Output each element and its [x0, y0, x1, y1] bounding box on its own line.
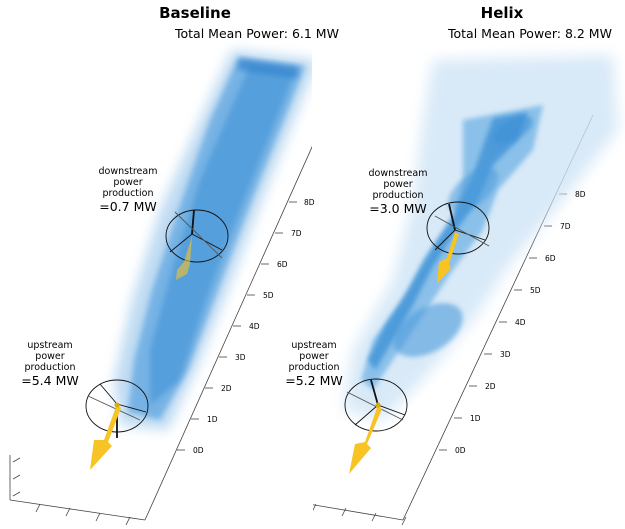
helix-tick-5d: 5D: [530, 286, 541, 295]
baseline-downstream-arrow: [176, 236, 192, 280]
baseline-upstream-value: =5.4 MW: [21, 373, 79, 388]
helix-tick-4d: 4D: [515, 318, 526, 327]
helix-downstream-rotor: [426, 201, 490, 255]
baseline-tick-8d: 8D: [304, 198, 315, 207]
helix-upstream-arrow: [349, 405, 382, 474]
baseline-axis-frame: [9, 146, 312, 521]
helix-upstream-label-text: upstream power production =5.2 MW: [285, 340, 343, 388]
helix-upstream-value: =5.2 MW: [285, 373, 343, 388]
helix-panel: Helix Total Mean Power: 8.2 MW downstrea…: [313, 0, 625, 529]
helix-tick-1d: 1D: [470, 414, 481, 423]
baseline-upstream-arrow: [90, 404, 121, 470]
helix-title: Helix: [480, 4, 524, 22]
baseline-tick-2d: 2D: [221, 384, 232, 393]
baseline-tick-5d: 5D: [263, 291, 274, 300]
baseline-downstream-label: downstream power production =0.7 MW: [98, 166, 158, 214]
baseline-downstream-rotor: [165, 209, 229, 263]
baseline-tick-1d: 1D: [207, 415, 218, 424]
baseline-wake-plume: [114, 50, 312, 430]
baseline-title: Baseline: [159, 4, 231, 22]
helix-downstream-label: downstream power production =3.0 MW: [368, 168, 428, 216]
helix-tick-7d: 7D: [560, 222, 571, 231]
helix-tick-2d: 2D: [485, 382, 496, 391]
helix-tick-3d: 3D: [500, 350, 511, 359]
helix-wake-scene: [313, 55, 618, 526]
helix-total-power: Total Mean Power: 8.2 MW: [448, 26, 612, 41]
helix-tick-0d: 0D: [455, 446, 466, 455]
baseline-axis-ticks: [12, 201, 297, 526]
helix-tick-6d: 6D: [545, 254, 556, 263]
helix-wake-plume: [343, 55, 618, 420]
baseline-tick-4d: 4D: [249, 322, 260, 331]
baseline-tick-6d: 6D: [277, 260, 288, 269]
baseline-panel: Baseline Total Mean Power: 6.1 MW downst…: [0, 0, 339, 529]
helix-tick-8d: 8D: [575, 190, 586, 199]
baseline-tick-7d: 7D: [291, 229, 302, 238]
baseline-tick-3d: 3D: [235, 353, 246, 362]
helix-upstream-rotor: [344, 378, 408, 432]
helix-downstream-arrow: [437, 232, 459, 284]
baseline-total-power: Total Mean Power: 6.1 MW: [175, 26, 339, 41]
baseline-wake-scene: [9, 50, 312, 526]
baseline-upstream-label: upstream power production =5.4 MW: [21, 340, 79, 388]
baseline-tick-0d: 0D: [193, 446, 204, 455]
baseline-downstream-value: =0.7 MW: [99, 199, 157, 214]
helix-downstream-value: =3.0 MW: [369, 201, 427, 216]
